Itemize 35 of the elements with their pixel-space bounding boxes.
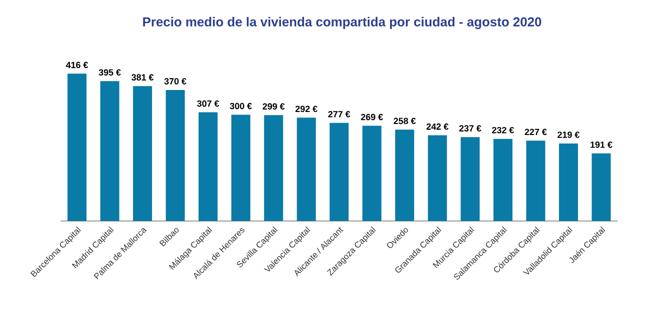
bar	[330, 122, 349, 221]
data-label: 258 €	[394, 118, 416, 124]
bar	[592, 153, 611, 221]
data-label: 300 €	[230, 102, 252, 110]
data-label: 227 €	[524, 128, 547, 136]
bar	[493, 138, 512, 221]
bar	[198, 112, 218, 221]
bar	[460, 137, 480, 221]
data-label: 237 €	[459, 125, 482, 132]
bar	[526, 140, 546, 221]
data-label: 370 €	[164, 78, 186, 84]
data-label: 191 €	[590, 141, 612, 148]
data-label: 292 €	[295, 106, 318, 112]
data-label: 416 €	[66, 62, 88, 68]
bar	[68, 74, 86, 221]
bar	[231, 114, 250, 221]
bar	[296, 118, 316, 221]
data-label: 219 €	[558, 132, 580, 138]
data-label: 381 €	[132, 74, 154, 81]
bar	[428, 135, 447, 221]
bar	[166, 90, 185, 221]
bar	[395, 130, 414, 221]
bar	[133, 86, 152, 221]
data-label: 299 €	[262, 103, 285, 110]
data-label: 242 €	[426, 123, 448, 130]
data-label: 395 €	[98, 69, 121, 76]
bar	[558, 143, 578, 221]
data-label: 277 €	[328, 111, 350, 118]
data-label: 307 €	[197, 100, 220, 107]
chart-title: Precio medio de la vivienda compartida por ciudad - agosto 2020	[143, 16, 542, 30]
bar	[264, 115, 284, 221]
bar	[100, 81, 120, 221]
data-label: 232 €	[492, 126, 514, 134]
data-label: 269 €	[360, 114, 383, 120]
bar	[362, 126, 382, 221]
